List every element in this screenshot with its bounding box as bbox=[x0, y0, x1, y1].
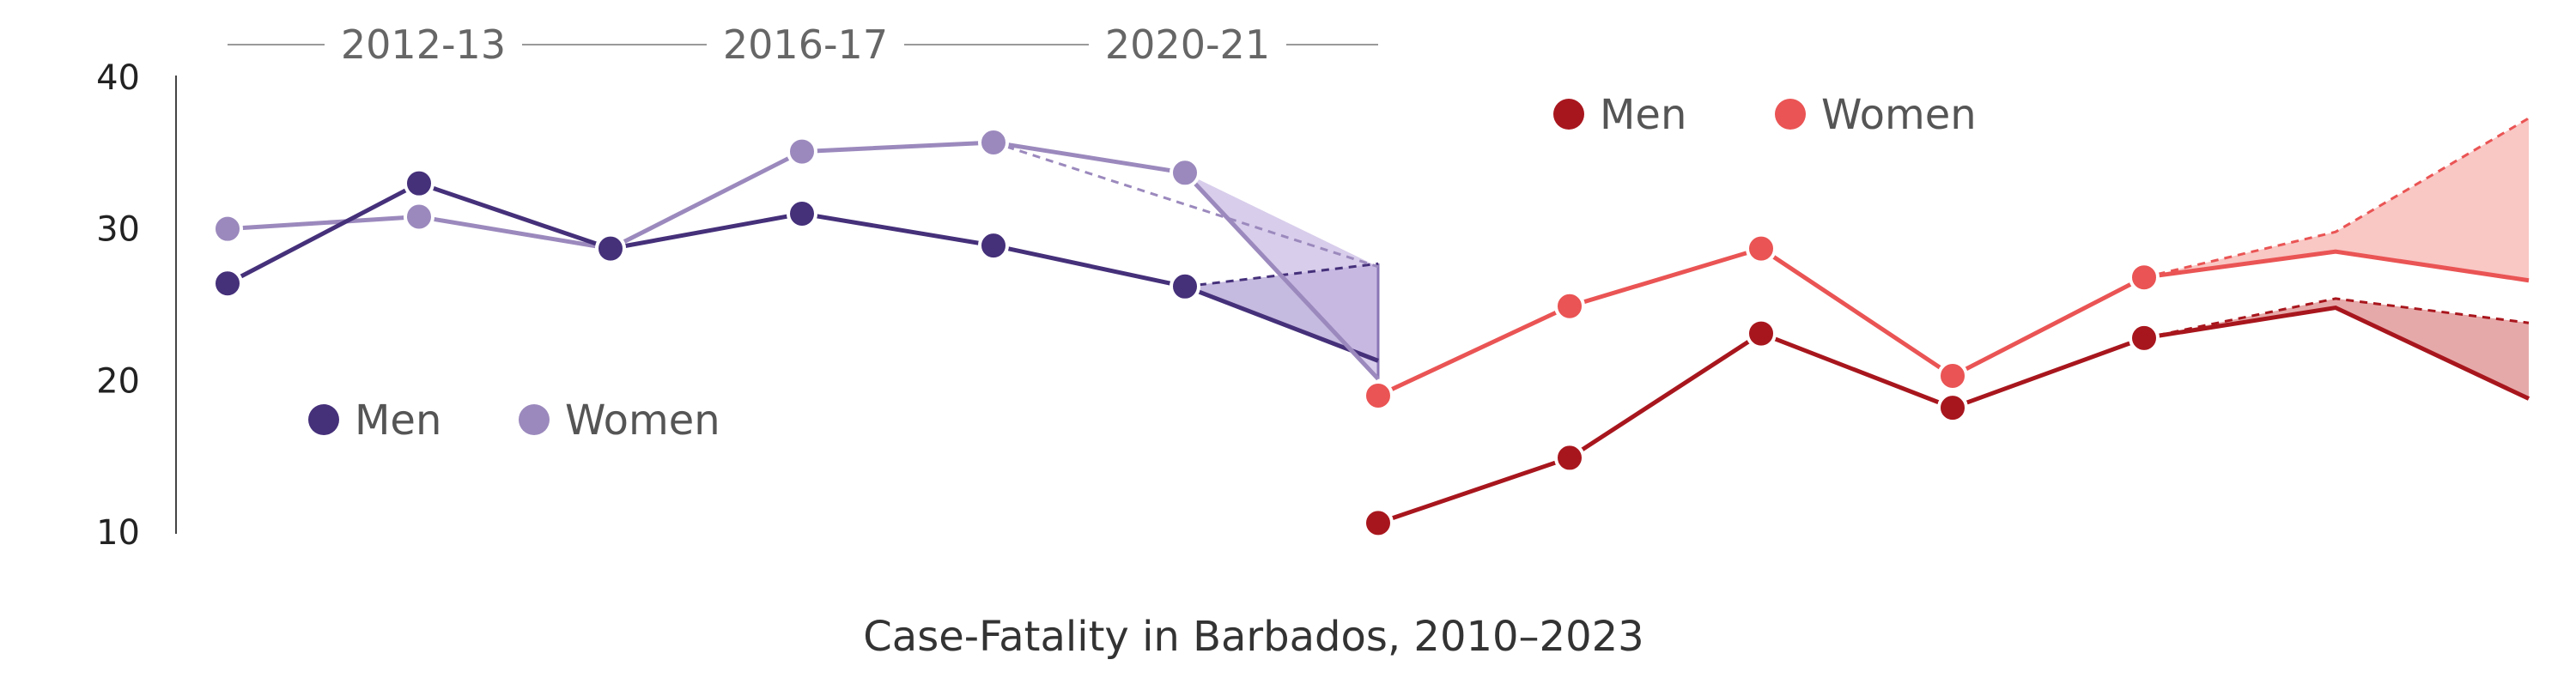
period-label: 2016-17 bbox=[723, 21, 888, 68]
men-projection-dashed-right bbox=[2143, 297, 2530, 340]
men-point bbox=[978, 230, 1009, 262]
legend-label: Men bbox=[1600, 91, 1686, 139]
men-projection-line-left bbox=[1184, 284, 1379, 363]
men-point bbox=[212, 268, 243, 300]
period-label: 2020-21 bbox=[1105, 21, 1270, 68]
period-label: 2012-13 bbox=[341, 21, 506, 68]
women-point bbox=[1554, 290, 1585, 322]
men-point bbox=[1170, 270, 1200, 302]
women-point bbox=[1937, 360, 1968, 392]
women-point bbox=[1170, 157, 1200, 189]
legend-marker bbox=[1553, 99, 1584, 130]
legend-marker bbox=[308, 404, 339, 435]
y-tick-label: 40 bbox=[96, 58, 140, 98]
women-line-left bbox=[227, 140, 1186, 251]
men-projection-line-right bbox=[2143, 305, 2530, 401]
legend-marker bbox=[1775, 99, 1806, 130]
legend-label: Women bbox=[565, 396, 720, 445]
legend-label: Women bbox=[1821, 91, 1977, 139]
men-point bbox=[404, 167, 434, 199]
legend-marker bbox=[519, 404, 550, 435]
women-point bbox=[212, 213, 243, 245]
women-projection-dashed-right bbox=[2143, 117, 2530, 279]
men-point bbox=[2129, 322, 2160, 354]
women-projection-line-left bbox=[1183, 171, 1380, 381]
period-labels: 2012-13 2016-17 2020-21 bbox=[228, 21, 1378, 68]
women-projection-line-right bbox=[2143, 249, 2530, 283]
women-point bbox=[404, 201, 434, 233]
men-point bbox=[1746, 318, 1777, 349]
series-points bbox=[212, 126, 2160, 539]
women-point bbox=[787, 136, 817, 167]
left-y-axis: 10 20 30 40 bbox=[96, 58, 177, 553]
projection-bands bbox=[1185, 118, 2529, 399]
men-point bbox=[1363, 507, 1394, 539]
y-tick-label: 20 bbox=[96, 361, 140, 401]
women-point bbox=[1746, 233, 1777, 264]
men-point bbox=[1554, 442, 1585, 474]
men-projection-band-right bbox=[2144, 298, 2529, 399]
women-projection-band-right bbox=[2144, 118, 2529, 281]
men-line-right bbox=[1377, 331, 2145, 525]
women-point bbox=[1363, 380, 1394, 411]
y-tick-label: 10 bbox=[96, 513, 140, 553]
women-projection-dashed-left bbox=[993, 141, 1379, 269]
men-point bbox=[787, 198, 817, 229]
legend-label: Men bbox=[355, 396, 441, 445]
women-point bbox=[978, 126, 1009, 158]
chart-caption: Case-Fatality in Barbados, 2010–2023 bbox=[863, 613, 1643, 661]
men-point bbox=[1937, 392, 1968, 424]
y-tick-label: 30 bbox=[96, 210, 140, 250]
women-point bbox=[2129, 262, 2160, 294]
men-line-left bbox=[226, 181, 1186, 289]
men-point bbox=[595, 233, 626, 264]
legends: Men Women Men Women bbox=[308, 91, 1977, 445]
